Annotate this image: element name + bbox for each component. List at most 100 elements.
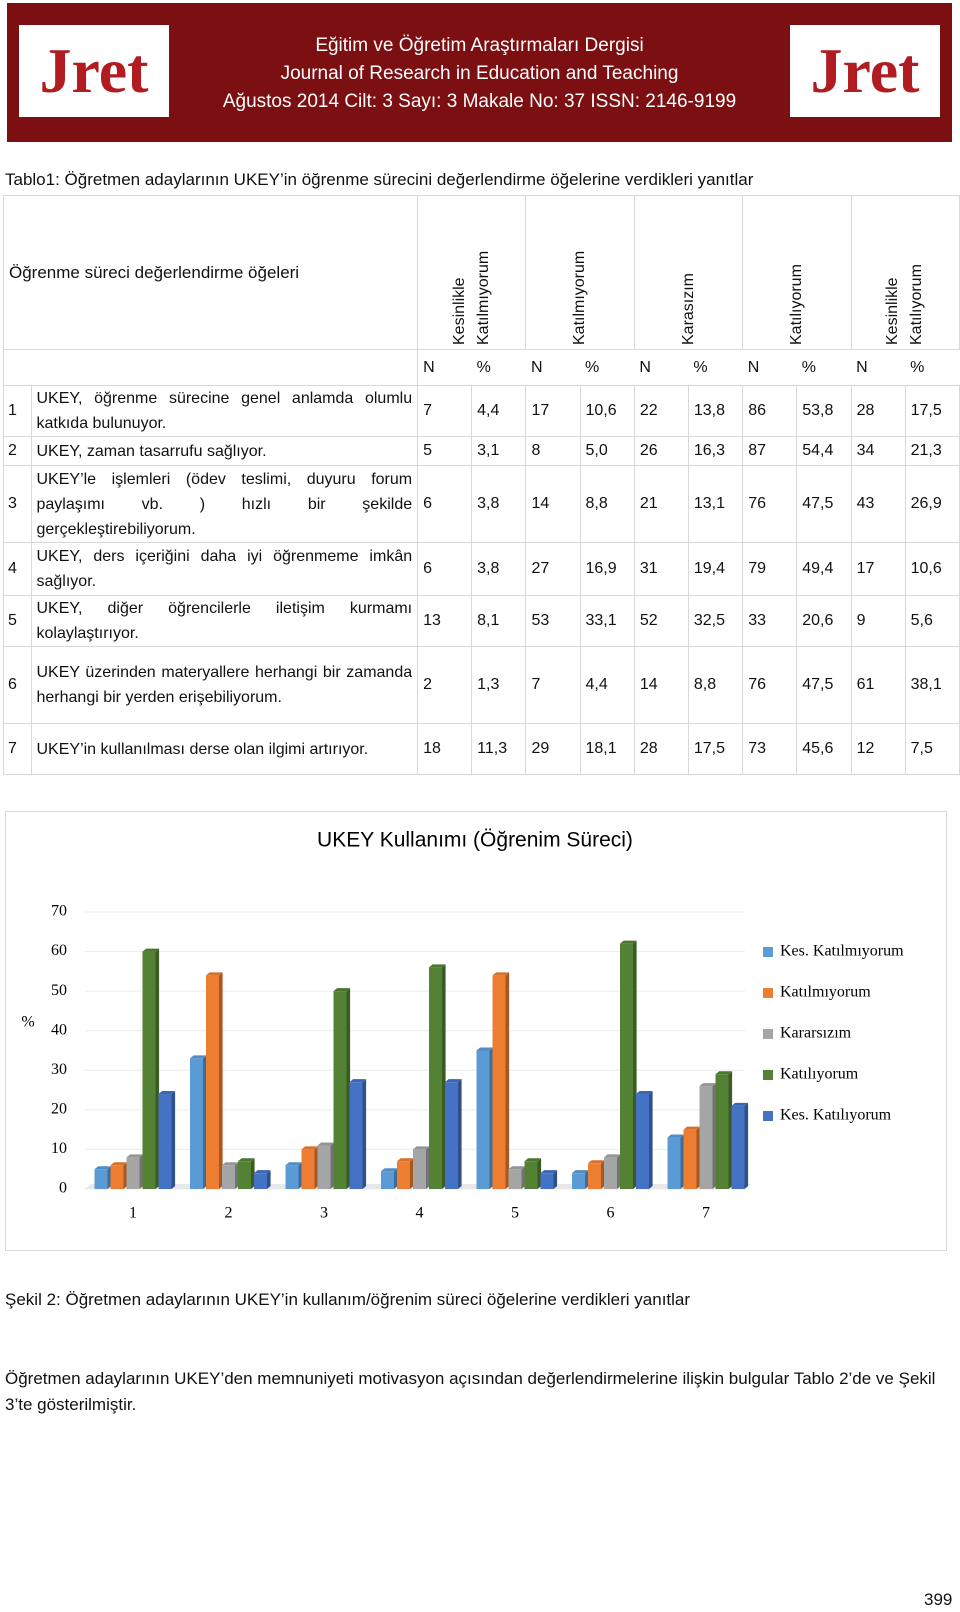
label-line: Karasızım: [679, 272, 697, 345]
value-cell: 9: [850, 595, 906, 647]
legend-label: Kes. Katılıyorum: [780, 1107, 892, 1124]
page-number: 399: [924, 1590, 953, 1609]
item-text: UKEY üzerinden materyallere herhangi bir…: [30, 646, 419, 724]
bar: [508, 1169, 522, 1189]
bar: [94, 1169, 108, 1189]
corner-cell: Öğrenme süreci değerlendirme öğeleri: [2, 195, 419, 350]
value-cell: 76: [742, 646, 798, 724]
value-cell: 3,8: [471, 542, 527, 596]
bar-top: [381, 1168, 398, 1172]
row-number: 1: [3, 385, 32, 437]
bar: [110, 1165, 124, 1189]
legend-swatch: [763, 947, 773, 957]
bar: [349, 1082, 363, 1189]
bar-top: [476, 1047, 494, 1051]
value-cell: 52: [633, 595, 689, 647]
value-cell: 17,5: [904, 385, 960, 437]
chart-title: UKEY Kullanımı (Öğrenim Süreci): [317, 829, 633, 852]
value-cell: 21,3: [904, 436, 960, 466]
bar-side: [696, 1126, 701, 1189]
data-row: 4 UKEY, ders içeriğini daha iyi öğrenmeme…: [3, 542, 960, 596]
table: Öğrenme süreci değerlendirme öğeleri Kesi…: [2, 195, 960, 775]
bar: [429, 967, 442, 1189]
value-cell: 86: [742, 385, 798, 437]
bar-side: [346, 988, 351, 1189]
column-header: Kesinlikle Katılıyorum: [850, 195, 960, 350]
y-tick-label: 30: [51, 1061, 67, 1078]
item-text: UKEY’le işlemleri (ödev teslimi, duyuru …: [30, 465, 419, 543]
value-cell: 61: [850, 646, 906, 724]
value-cell: 3,8: [471, 465, 527, 543]
journal-header: Jret Jret Eğitim ve Öğretim Araştırmalar…: [7, 3, 952, 142]
legend-swatch: [763, 1029, 773, 1039]
subheader: %: [585, 358, 600, 376]
bar: [222, 1165, 235, 1189]
bar: [492, 975, 506, 1189]
value-cell: 22: [633, 385, 689, 437]
bar-side: [633, 940, 637, 1189]
bar: [206, 975, 219, 1189]
bar-top: [667, 1134, 685, 1138]
blank-cell: [2, 349, 419, 386]
legend-swatch: [763, 1111, 773, 1121]
subheader: %: [693, 358, 708, 376]
y-tick-label: 70: [51, 903, 67, 920]
subheader: %: [476, 358, 491, 376]
bar-top: [445, 1079, 462, 1083]
row-number: 7: [3, 723, 32, 775]
value-cell: 14: [525, 465, 581, 543]
x-tick-label: 1: [129, 1205, 137, 1222]
label-line: Katılmıyorum: [571, 250, 589, 345]
bar: [238, 1161, 251, 1189]
y-tick-label: 60: [51, 942, 67, 959]
y-tick-label: 40: [51, 1021, 67, 1038]
bar-side: [394, 1168, 398, 1189]
bar-top: [731, 1102, 749, 1106]
column-header: Katılmıyorum: [525, 195, 635, 350]
row-number: 5: [3, 595, 32, 647]
bar-top: [429, 964, 446, 968]
x-tick-label: 3: [320, 1205, 328, 1222]
value-cell: 7: [525, 646, 581, 724]
row-number: 4: [3, 542, 32, 596]
subheader: N: [856, 358, 868, 376]
bar-top: [715, 1071, 733, 1075]
bar-side: [617, 1154, 621, 1189]
value-cell: 10,6: [579, 385, 635, 437]
value-cell: 53: [525, 595, 581, 647]
bar: [715, 1074, 729, 1189]
value-cell: 73: [742, 723, 798, 775]
bar-side: [203, 1055, 207, 1189]
value-cell: 79: [742, 542, 798, 596]
bar-side: [314, 1146, 319, 1189]
subheader-row: N% N% N% N% N%: [2, 349, 960, 386]
value-cell: 13,1: [687, 465, 744, 543]
bar-side: [537, 1158, 542, 1189]
item-text: UKEY, zaman tasarrufu sağlıyor.: [30, 436, 419, 466]
bar: [254, 1173, 267, 1189]
bar-side: [649, 1091, 653, 1189]
bar-top: [492, 972, 510, 976]
bar-top: [540, 1170, 558, 1174]
bar-side: [267, 1170, 271, 1189]
value-cell: 38,1: [904, 646, 960, 724]
value-cell: 18: [417, 723, 473, 775]
value-cell: 17: [850, 542, 906, 596]
value-cell: 8,1: [471, 595, 527, 647]
row-number: 3: [3, 465, 32, 543]
bar-top: [508, 1166, 526, 1170]
value-cell: 26: [633, 436, 689, 466]
value-cell: 11,3: [471, 723, 527, 775]
bar-side: [712, 1083, 717, 1189]
bar-top: [349, 1079, 367, 1083]
rotated-label: Kesinlikle Katılmıyorum: [448, 205, 496, 345]
value-cell: 6: [417, 465, 473, 543]
header-line: Ağustos 2014 Cilt: 3 Sayı: 3 Makale No: …: [222, 91, 737, 112]
bar-side: [728, 1071, 733, 1189]
figure-caption: Şekil 2: Öğretmen adaylarının UKEY’in ku…: [5, 1290, 691, 1309]
bar: [620, 943, 633, 1189]
value-cell: 18,1: [579, 723, 635, 775]
column-header: Kesinlikle Katılmıyorum: [417, 195, 527, 350]
value-cell: 47,5: [796, 465, 852, 543]
bar-side: [553, 1170, 558, 1189]
